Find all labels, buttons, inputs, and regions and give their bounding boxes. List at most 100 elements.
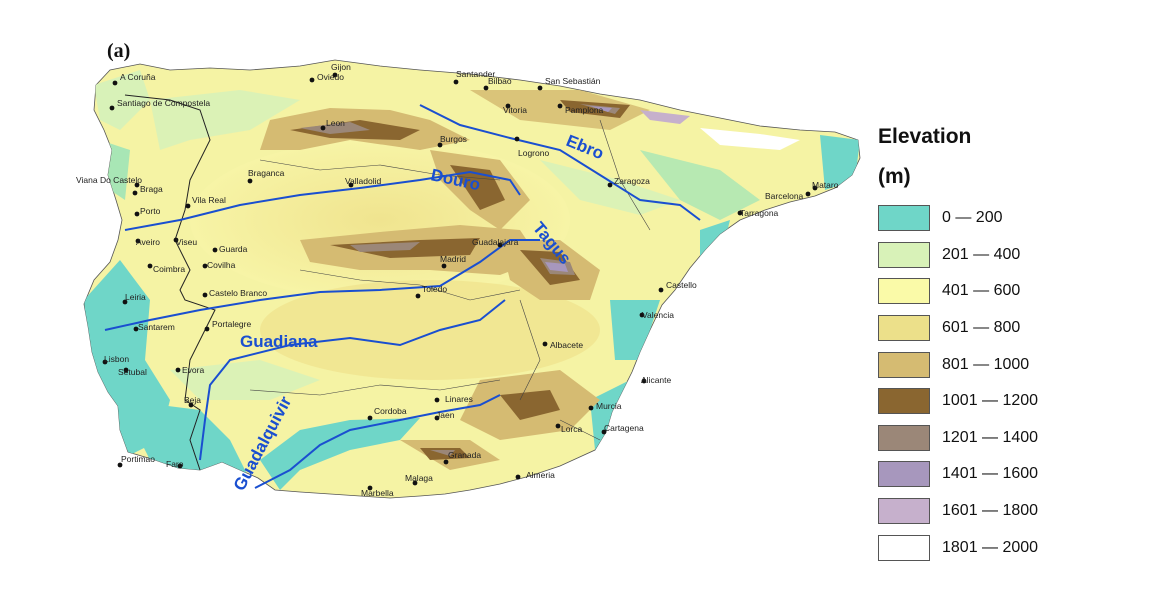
legend-swatch	[878, 205, 930, 232]
legend-item: 401 — 600	[878, 273, 1038, 310]
city-label: Santarem	[138, 322, 175, 332]
city-marker	[542, 341, 548, 347]
legend-swatch	[878, 534, 930, 561]
legend-swatch	[878, 315, 930, 342]
city-marker	[123, 367, 129, 373]
city-label: Braga	[140, 184, 163, 194]
city-label: Marbella	[361, 488, 394, 498]
city-label: Lisbon	[104, 354, 129, 364]
city-label: Cartagena	[604, 423, 644, 433]
legend-swatch	[878, 498, 930, 525]
city-label: San Sebastián	[545, 76, 601, 86]
city-label: Vila Real	[192, 195, 226, 205]
iberia-landmass	[83, 59, 861, 499]
city-marker	[134, 211, 140, 217]
city-label: Malaga	[405, 473, 433, 483]
city-marker	[443, 459, 449, 465]
city-label: Lorca	[561, 424, 583, 434]
city-marker	[537, 85, 543, 91]
city-label: Logrono	[518, 148, 549, 158]
river-guadiana	[199, 299, 506, 461]
river-label-guadiana: Guadiana	[240, 332, 318, 351]
city-label: Coimbra	[153, 264, 185, 274]
city-marker	[132, 190, 138, 196]
legend-label: 0 — 200	[942, 209, 1003, 227]
city-label: Guarda	[219, 244, 248, 254]
city-marker	[173, 237, 179, 243]
city-marker	[134, 182, 140, 188]
city-marker	[109, 105, 115, 111]
city-marker	[147, 263, 153, 269]
city-marker	[514, 136, 520, 142]
city-label: Valladolid	[345, 176, 382, 186]
city-marker	[367, 485, 373, 491]
city-label: Murcia	[596, 401, 622, 411]
legend-item: 801 — 1000	[878, 346, 1038, 383]
city-marker	[367, 415, 373, 421]
legend-swatch	[878, 424, 930, 451]
legend-swatch	[878, 278, 930, 305]
legend-item: 1001 — 1200	[878, 383, 1038, 420]
city-marker	[185, 203, 191, 209]
city-marker	[483, 85, 489, 91]
city-marker	[188, 402, 194, 408]
city-label: Gijon	[331, 62, 351, 72]
city-marker	[441, 263, 447, 269]
city-label: Oviedo	[317, 72, 344, 82]
legend-title: Elevation	[878, 125, 972, 148]
city-marker	[639, 312, 645, 318]
city-label: Zaragoza	[614, 176, 650, 186]
city-marker	[412, 480, 418, 486]
legend-item: 601 — 800	[878, 310, 1038, 347]
city-marker	[122, 299, 128, 305]
city-marker	[812, 185, 818, 191]
city-label: Evora	[182, 365, 204, 375]
rivers	[104, 104, 701, 489]
city-marker	[437, 142, 443, 148]
legend-swatch	[878, 461, 930, 488]
legend-list: 0 — 200 201 — 400 401 — 600 601 — 800 801 — …	[878, 200, 1038, 566]
city-label: Albacete	[550, 340, 583, 350]
city-marker	[434, 397, 440, 403]
city-marker	[658, 287, 664, 293]
city-label: Mataro	[812, 180, 839, 190]
city-marker	[247, 178, 253, 184]
city-label: Bilbao	[488, 76, 512, 86]
city-marker	[588, 405, 594, 411]
city-marker	[320, 125, 326, 131]
city-marker	[133, 326, 139, 332]
city-label: Castello	[666, 280, 697, 290]
legend-item: 0 — 200	[878, 200, 1038, 237]
city-marker	[434, 415, 440, 421]
city-label: Leon	[326, 118, 345, 128]
city-label: Setubal	[118, 367, 147, 377]
legend-item: 1801 — 2000	[878, 529, 1038, 566]
legend-swatch	[878, 351, 930, 378]
city-marker	[204, 326, 210, 332]
river-tagus	[104, 239, 540, 331]
city-label: Beja	[184, 395, 201, 405]
legend-item: 1601 — 1800	[878, 493, 1038, 530]
legend-label: 1201 — 1400	[942, 428, 1039, 446]
legend-label: 1001 — 1200	[942, 392, 1039, 410]
city-marker	[202, 292, 208, 298]
city-label: Santander	[456, 69, 495, 79]
city-marker	[555, 423, 561, 429]
city-marker	[737, 210, 743, 216]
legend-label: 401 — 600	[942, 282, 1021, 300]
city-label: Tarragona	[740, 208, 779, 218]
city-label: Covilha	[207, 260, 236, 270]
city-label: Burgos	[440, 134, 467, 144]
city-marker	[505, 103, 511, 109]
legend-unit: (m)	[878, 165, 911, 188]
city-label: Leiria	[125, 292, 146, 302]
city-label: Faro	[166, 459, 184, 469]
city-label: Portalegre	[212, 319, 251, 329]
city-label: Porto	[140, 206, 161, 216]
city-marker	[332, 72, 338, 78]
legend-label: 1401 — 1600	[942, 465, 1039, 483]
river-ebro	[419, 104, 701, 221]
city-marker	[557, 103, 563, 109]
legend-swatch	[878, 241, 930, 268]
city-label: A Coruña	[120, 72, 156, 82]
